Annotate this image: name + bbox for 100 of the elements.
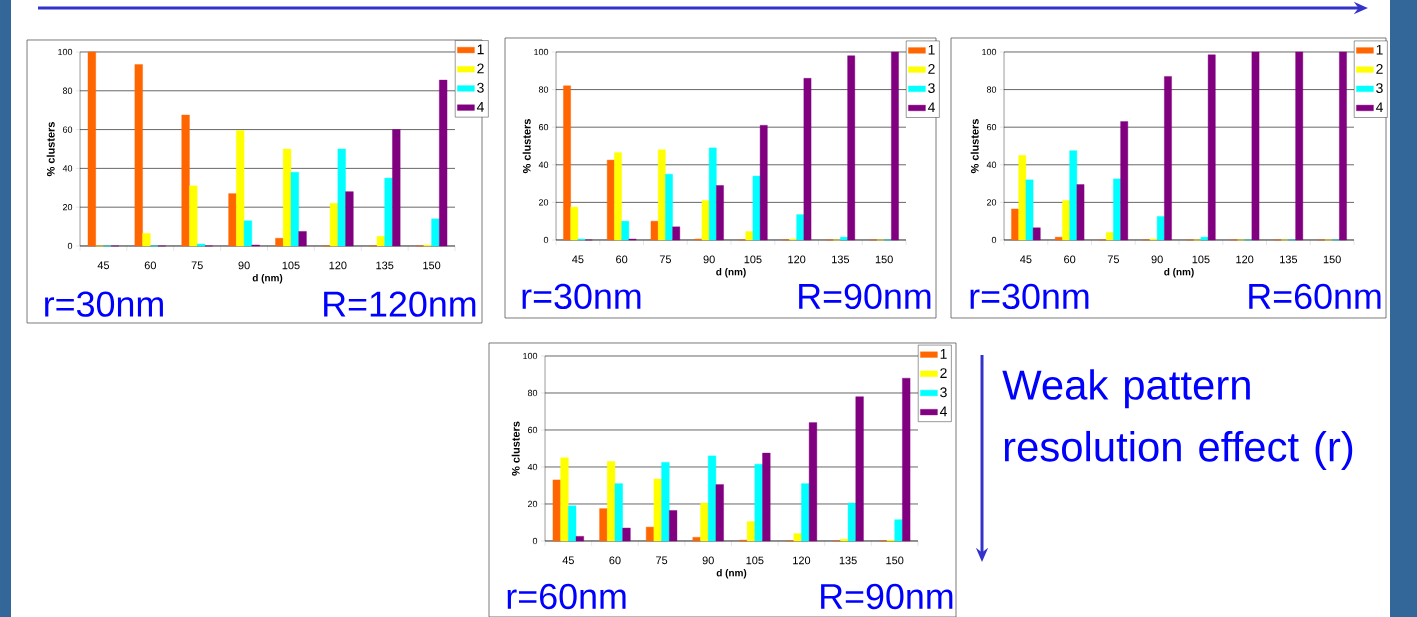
bar: [847, 55, 856, 241]
x-axis-title: d (nm): [1164, 268, 1194, 278]
bar: [376, 236, 385, 247]
y-tick-label: 100: [58, 48, 73, 56]
text: R=90nm: [799, 283, 931, 310]
x-tick-label: 75: [1107, 255, 1120, 264]
bar: [607, 159, 615, 241]
bar: [745, 231, 754, 241]
x-tick-label: 60: [609, 556, 621, 565]
x-tick-label: 90: [703, 255, 715, 264]
bar: [614, 483, 623, 542]
bar: [1120, 121, 1129, 241]
bar: [1207, 54, 1216, 241]
text: r=60nm: [507, 583, 626, 610]
y-tick-label: 100: [982, 48, 997, 56]
y-tick-label: 0: [543, 236, 549, 244]
bar: [575, 536, 584, 542]
bar: [607, 461, 616, 542]
y-tick-label: 80: [62, 87, 73, 94]
bar: [762, 452, 771, 542]
bar: [661, 462, 670, 542]
bar: [1339, 51, 1347, 241]
bar: [236, 130, 245, 247]
text: r=30nm: [45, 291, 163, 317]
y-tick-label: 40: [527, 463, 538, 471]
y-tick-label: 20: [538, 199, 549, 206]
bar: [759, 125, 768, 241]
legend-label: 3: [477, 82, 484, 93]
bar: [560, 457, 569, 542]
y-axis-title: % clusters: [970, 119, 979, 174]
bar: [902, 377, 911, 542]
bar: [290, 172, 299, 247]
x-axis-title: d (nm): [716, 268, 746, 278]
bar: [653, 478, 662, 542]
bar: [283, 148, 292, 247]
bar: [1025, 179, 1034, 241]
bar: [891, 51, 899, 241]
x-tick-label: 150: [423, 261, 441, 270]
bar: [431, 218, 440, 247]
bar: [570, 206, 579, 241]
x-axis-title: d (nm): [716, 569, 747, 579]
x-tick-label: 135: [839, 556, 857, 565]
legend-label: 1: [477, 44, 484, 55]
y-tick-label: 80: [527, 389, 538, 397]
legend-label: 2: [940, 368, 947, 378]
bar: [329, 203, 339, 247]
text: R=90nm: [821, 583, 953, 610]
bar: [1032, 227, 1041, 241]
legend-label: 4: [927, 102, 935, 112]
x-axis-title: d (nm): [252, 274, 283, 284]
bar: [243, 220, 253, 247]
x-tick-label: 105: [746, 556, 764, 565]
bar: [1156, 216, 1165, 241]
bar: [803, 78, 812, 241]
legend-label: 2: [1376, 63, 1383, 74]
x-tick-label: 105: [1192, 255, 1210, 264]
bar: [1018, 155, 1027, 241]
x-tick-label: 75: [656, 556, 668, 565]
bar: [228, 193, 237, 247]
legend-label: 3: [1376, 83, 1383, 94]
y-tick-label: 60: [527, 426, 538, 434]
x-tick-label: 105: [744, 255, 762, 264]
text: R=60nm: [1249, 283, 1381, 310]
bar: [708, 455, 717, 542]
legend-label: 1: [928, 44, 935, 55]
bar: [754, 464, 763, 542]
x-tick-label: 90: [1151, 255, 1163, 264]
x-tick-label: 120: [1236, 255, 1254, 264]
x-tick-label: 90: [702, 556, 714, 565]
bar: [847, 502, 856, 542]
bar: [746, 521, 756, 542]
x-tick-label: 150: [886, 556, 904, 565]
y-tick-label: 20: [62, 204, 73, 211]
bar: [645, 526, 655, 542]
bar: [700, 502, 709, 542]
x-tick-label: 120: [329, 261, 347, 270]
y-tick-label: 20: [986, 199, 997, 206]
legend-label: 4: [476, 102, 484, 112]
x-tick-label: 45: [572, 255, 584, 264]
bar: [134, 64, 143, 247]
x-tick-label: 75: [191, 261, 203, 270]
bar: [1062, 200, 1070, 241]
bar: [752, 175, 761, 241]
bar: [1055, 236, 1063, 241]
legend-label: 4: [1375, 102, 1383, 112]
x-tick-label: 135: [832, 255, 850, 264]
bar: [1200, 236, 1209, 241]
bar: [614, 152, 622, 241]
bar: [692, 537, 701, 542]
legend-label: 1: [940, 349, 947, 359]
y-tick-label: 60: [62, 126, 73, 133]
bar: [840, 236, 848, 241]
y-tick-label: 80: [986, 86, 997, 93]
bar: [563, 85, 571, 241]
bar: [568, 505, 577, 542]
x-tick-label: 135: [1280, 255, 1298, 264]
bar: [345, 191, 354, 247]
bar: [1076, 184, 1085, 241]
y-tick-label: 0: [532, 537, 538, 545]
bar: [650, 220, 659, 241]
